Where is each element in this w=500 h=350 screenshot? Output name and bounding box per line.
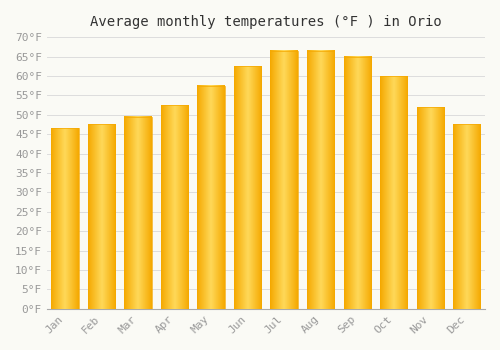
Bar xyxy=(198,86,225,309)
Bar xyxy=(124,117,152,309)
Bar xyxy=(380,76,407,309)
Bar xyxy=(453,124,480,309)
Bar xyxy=(416,107,444,309)
Title: Average monthly temperatures (°F ) in Orio: Average monthly temperatures (°F ) in Or… xyxy=(90,15,442,29)
Bar xyxy=(307,51,334,309)
Bar xyxy=(270,51,298,309)
Bar xyxy=(234,66,262,309)
Bar xyxy=(161,105,188,309)
Bar xyxy=(344,56,371,309)
Bar xyxy=(88,124,116,309)
Bar xyxy=(52,128,79,309)
